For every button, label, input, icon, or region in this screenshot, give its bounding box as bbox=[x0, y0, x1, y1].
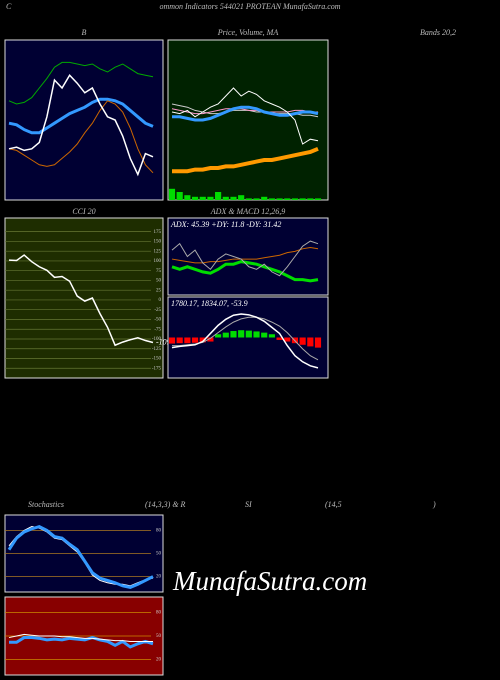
bar bbox=[291, 198, 299, 200]
bar bbox=[207, 196, 214, 200]
series-line bbox=[7, 524, 154, 589]
stoch-label: ) bbox=[432, 500, 436, 509]
y-tick-label: -150 bbox=[152, 357, 162, 362]
panel-title: Price, Volume, MA bbox=[217, 28, 279, 37]
series-line bbox=[8, 100, 154, 174]
series-line bbox=[171, 87, 319, 145]
bar bbox=[199, 196, 206, 200]
bar bbox=[176, 192, 183, 200]
series-line bbox=[8, 61, 154, 105]
value-label: -109 bbox=[156, 337, 171, 346]
bar bbox=[184, 337, 191, 344]
panel bbox=[4, 39, 164, 201]
bar bbox=[261, 332, 268, 338]
series-line bbox=[171, 247, 319, 264]
series-line bbox=[172, 105, 319, 122]
bar bbox=[222, 332, 229, 338]
bar bbox=[238, 330, 245, 338]
bar bbox=[168, 188, 176, 200]
series-line bbox=[171, 313, 319, 369]
bands-label: Bands 20,2 bbox=[420, 28, 456, 37]
y-tick-label: 0 bbox=[159, 298, 162, 303]
series-line bbox=[9, 635, 154, 649]
bar bbox=[230, 196, 237, 200]
y-tick-label: 175 bbox=[154, 230, 162, 235]
bar bbox=[253, 331, 260, 338]
series-line bbox=[8, 254, 154, 347]
stoch-label: (14,3,3) & R bbox=[145, 500, 186, 509]
y-tick-label: -50 bbox=[154, 318, 161, 323]
y-tick-label: 20 bbox=[156, 575, 162, 580]
y-tick-label: 150 bbox=[154, 240, 162, 245]
bar bbox=[314, 198, 322, 200]
bar bbox=[168, 337, 176, 344]
bar bbox=[191, 196, 199, 200]
series-line bbox=[8, 73, 154, 177]
y-tick-label: 20 bbox=[156, 658, 162, 663]
bar bbox=[238, 195, 245, 200]
page-title: ommon Indicators 544021 PROTEAN MunafaSu… bbox=[159, 2, 340, 11]
y-tick-label: 100 bbox=[154, 259, 162, 264]
y-tick-label: 125 bbox=[154, 249, 162, 254]
y-tick-label: -75 bbox=[154, 327, 161, 332]
y-tick-label: -175 bbox=[152, 366, 162, 371]
bar bbox=[215, 334, 222, 338]
bar bbox=[191, 337, 199, 343]
y-tick-label: 80 bbox=[156, 529, 162, 534]
bar bbox=[299, 337, 306, 345]
panel-subtitle: ADX: 45.39 +DY: 11.8 -DY: 31.42 bbox=[170, 220, 281, 229]
bar bbox=[199, 337, 206, 343]
bar bbox=[307, 337, 314, 347]
series-line bbox=[8, 97, 154, 135]
bar bbox=[176, 337, 183, 344]
y-tick-label: 50 bbox=[156, 552, 162, 557]
panel-title: ADX & MACD 12,26,9 bbox=[210, 207, 285, 216]
series-line bbox=[172, 146, 319, 174]
watermark: MunafaSutra.com bbox=[172, 566, 367, 596]
bar bbox=[245, 330, 252, 338]
bar bbox=[184, 195, 191, 200]
y-tick-label: -100 bbox=[152, 337, 162, 342]
bar bbox=[307, 198, 314, 200]
bar bbox=[230, 331, 237, 338]
bar bbox=[284, 198, 291, 200]
bar bbox=[276, 198, 283, 200]
y-tick-label: 50 bbox=[156, 279, 162, 284]
bar bbox=[253, 198, 260, 200]
bar bbox=[299, 198, 306, 200]
y-tick-label: 50 bbox=[156, 634, 162, 639]
y-tick-label: 80 bbox=[156, 611, 162, 616]
stoch-label: (14,5 bbox=[325, 500, 342, 509]
panel-subtitle: 1780.17, 1834.07, -53.9 bbox=[171, 299, 248, 308]
y-tick-label: -25 bbox=[154, 308, 161, 313]
title-c: C bbox=[6, 2, 12, 11]
bar bbox=[207, 337, 214, 342]
bar bbox=[314, 337, 322, 348]
bar bbox=[222, 196, 229, 200]
panel-title: CCI 20 bbox=[72, 207, 95, 216]
stoch-label: Stochastics bbox=[28, 500, 64, 509]
bar bbox=[268, 334, 275, 338]
stoch-label: SI bbox=[245, 500, 252, 509]
bar bbox=[276, 337, 283, 340]
panel-title: B bbox=[82, 28, 87, 37]
bar bbox=[284, 337, 291, 342]
series-line bbox=[171, 240, 319, 277]
bar bbox=[261, 196, 268, 200]
panel bbox=[167, 217, 329, 296]
y-tick-label: 25 bbox=[156, 288, 162, 293]
series-line bbox=[171, 108, 318, 115]
bar bbox=[245, 198, 252, 200]
series-line bbox=[8, 633, 153, 642]
y-tick-label: -125 bbox=[152, 347, 162, 352]
panel bbox=[4, 217, 164, 379]
bar bbox=[215, 192, 222, 200]
bar bbox=[268, 198, 275, 200]
y-tick-label: 75 bbox=[156, 269, 162, 274]
